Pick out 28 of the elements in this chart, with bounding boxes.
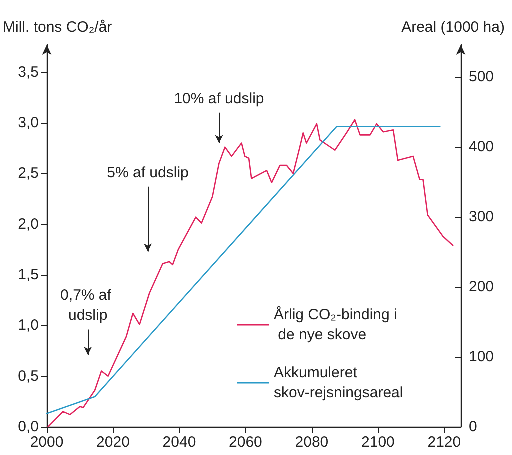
y2-tick-label: 200: [469, 278, 494, 296]
legend-label: Årlig CO₂-binding i de nye skove: [274, 306, 398, 344]
legend-label: Akkumuleret skov-rejsningsareal: [274, 364, 404, 402]
y-tick-label: 2,0: [18, 216, 39, 233]
annotation: 0,7% af udslip: [60, 287, 116, 324]
y2-tick-label: 100: [469, 348, 494, 366]
x-tick-label: 2060: [229, 434, 262, 451]
y-axis-title: Mill. tons CO₂/år: [3, 19, 112, 36]
y-tick-label: 1,0: [18, 317, 39, 334]
y2-axis-title: Areal (1000 ha): [402, 19, 505, 36]
x-tick-label: 2040: [162, 434, 196, 451]
y-tick-label: 2,5: [18, 165, 39, 182]
x-tick-label: 2020: [96, 434, 130, 451]
y2-tick-label: 400: [469, 138, 494, 156]
x-tick-label: 2080: [295, 434, 329, 451]
y2-tick-label: 300: [469, 208, 494, 226]
annotation: 10% af udslip: [174, 90, 264, 108]
y2-tick-label: 0: [469, 418, 478, 436]
x-tick-label: 2100: [362, 434, 395, 451]
y-tick-label: 3,5: [18, 64, 39, 81]
y-tick-label: 0,0: [18, 418, 39, 436]
y-tick-label: 3,0: [18, 114, 39, 132]
y2-tick-label: 500: [469, 68, 494, 86]
x-tick-label: 2000: [30, 434, 64, 451]
annotation: 5% af udslip: [107, 164, 189, 182]
y-tick-label: 0,5: [18, 368, 39, 385]
x-tick-label: 2120: [428, 434, 462, 451]
y-tick-label: 1,5: [18, 266, 39, 284]
